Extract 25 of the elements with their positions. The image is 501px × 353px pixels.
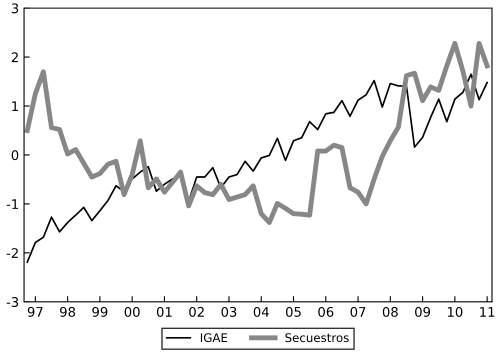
x-tick-label: 06 <box>318 306 334 317</box>
y-tick-label: -1 <box>6 199 18 209</box>
x-tick-label: 10 <box>448 306 462 317</box>
x-tick-label: 97 <box>28 306 43 317</box>
x-tick-label: 09 <box>415 306 430 317</box>
x-tick-label: 04 <box>254 306 269 317</box>
x-tick-label: 05 <box>286 306 301 317</box>
x-tick-label: 00 <box>124 306 140 317</box>
x-tick-label: 03 <box>221 306 236 317</box>
y-tick-label: 3 <box>12 3 18 14</box>
x-tick-label: 01 <box>156 306 172 317</box>
legend-label: IGAE <box>200 333 228 342</box>
x-tick-label: 11 <box>480 307 494 317</box>
x-tick-label: 99 <box>92 306 108 317</box>
y-tick-label: 0 <box>12 150 18 160</box>
x-tick-label: 07 <box>350 306 366 317</box>
x-tick-label: 08 <box>382 306 398 317</box>
line-series <box>24 40 490 225</box>
x-tick-label: 98 <box>60 306 76 317</box>
y-tick-label: 1 <box>12 101 18 112</box>
y-tick-label: -2 <box>6 248 18 258</box>
y-tick-label: 2 <box>12 52 18 62</box>
x-tick-label: 02 <box>189 306 204 317</box>
legend-label: Secuestros <box>285 333 349 342</box>
y-tick-label: -3 <box>6 297 18 308</box>
